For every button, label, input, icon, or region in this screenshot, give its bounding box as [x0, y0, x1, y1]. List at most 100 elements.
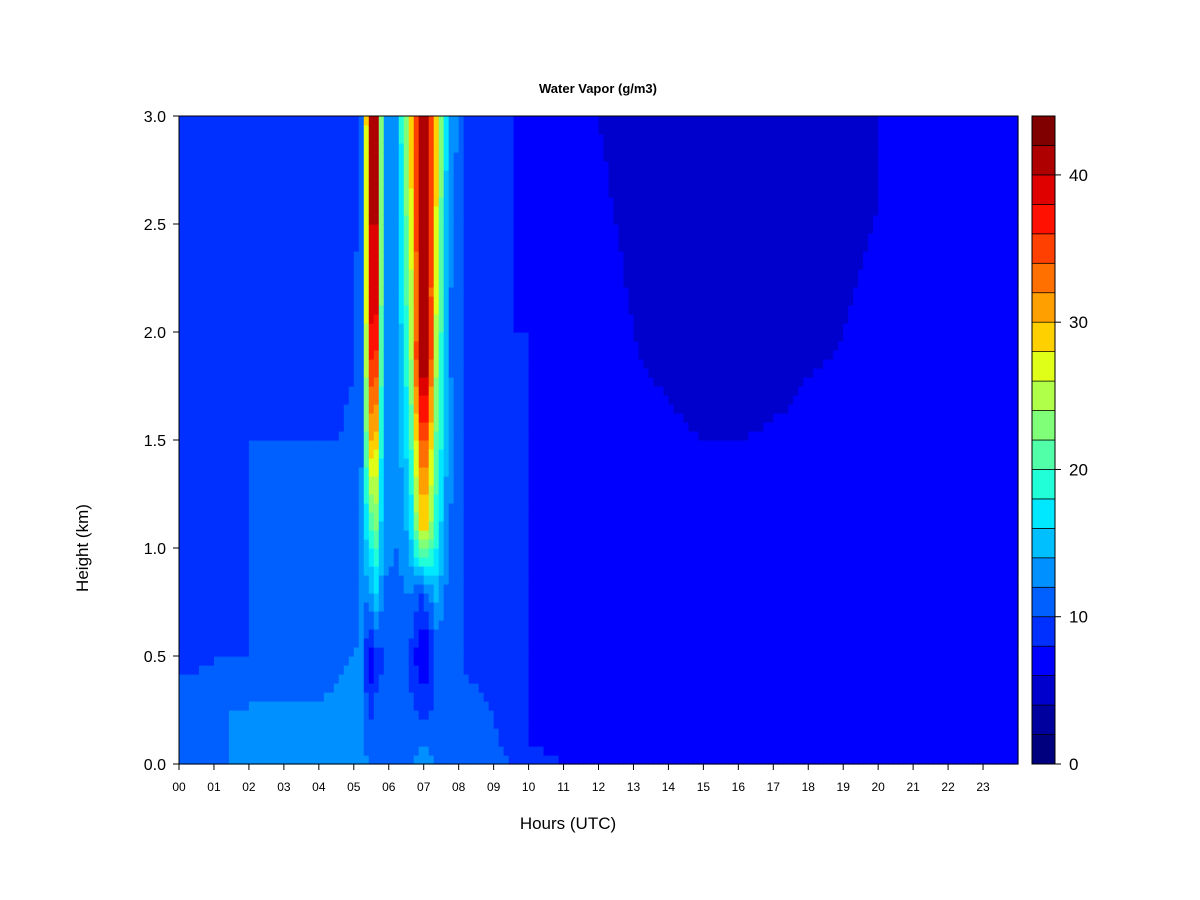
heat-cell	[313, 368, 320, 378]
heat-cell	[323, 548, 330, 558]
heat-cell	[248, 593, 255, 603]
heat-cell	[453, 692, 460, 702]
heat-cell	[303, 710, 310, 720]
heat-cell	[428, 494, 435, 504]
heat-cell	[433, 449, 440, 459]
heat-cell	[513, 683, 520, 693]
heat-cell	[323, 188, 330, 198]
heat-cell	[248, 728, 255, 738]
heat-cell	[508, 530, 515, 540]
heat-cell	[433, 368, 440, 378]
heat-cell	[508, 197, 515, 207]
heat-cell	[348, 710, 355, 720]
heat-cell	[523, 674, 530, 684]
heat-cell	[193, 242, 200, 252]
heat-cell	[308, 602, 315, 612]
heat-cell	[318, 467, 325, 477]
heat-cell	[363, 485, 370, 495]
heat-cell	[298, 494, 305, 504]
heat-cell	[248, 539, 255, 549]
heat-cell	[283, 503, 290, 513]
heat-cell	[508, 755, 515, 765]
heat-cell	[213, 125, 220, 135]
heat-cell	[268, 566, 275, 576]
heat-cell	[438, 683, 445, 693]
heat-cell	[443, 575, 450, 585]
heat-cell	[498, 656, 505, 666]
heat-cell	[293, 404, 300, 414]
heat-cell	[293, 458, 300, 468]
heat-cell	[463, 260, 470, 270]
heat-cell	[388, 629, 395, 639]
heat-cell	[228, 215, 235, 225]
heat-cell	[213, 710, 220, 720]
heat-cell	[228, 323, 235, 333]
heat-cell	[413, 629, 420, 639]
heat-cell	[273, 404, 280, 414]
heat-cell	[179, 233, 185, 243]
heat-cell	[183, 161, 190, 171]
heat-cell	[258, 557, 265, 567]
heat-cell	[253, 737, 260, 747]
heat-cell	[408, 539, 415, 549]
heat-cell	[288, 728, 295, 738]
heat-cell	[203, 251, 210, 261]
heat-cell	[358, 395, 365, 405]
heat-cell	[188, 296, 195, 306]
heat-cell	[233, 440, 240, 450]
heat-cell	[193, 116, 200, 126]
heat-cell	[513, 440, 520, 450]
heat-cell	[278, 539, 285, 549]
heat-cell	[453, 485, 460, 495]
heat-cell	[518, 386, 525, 396]
heat-cell	[428, 719, 435, 729]
heat-cell	[233, 692, 240, 702]
heat-cell	[393, 620, 400, 630]
heat-cell	[263, 431, 270, 441]
heat-cell	[518, 584, 525, 594]
heat-cell	[433, 224, 440, 234]
heat-cell	[328, 611, 335, 621]
heat-cell	[478, 305, 485, 315]
heat-cell	[438, 332, 445, 342]
heat-cell	[373, 350, 380, 360]
heat-cell	[188, 431, 195, 441]
heat-cell	[393, 179, 400, 189]
heat-cell	[333, 233, 340, 243]
heat-cell	[358, 638, 365, 648]
heat-cell	[323, 350, 330, 360]
heat-cell	[388, 476, 395, 486]
heat-cell	[393, 134, 400, 144]
heat-cell	[503, 332, 510, 342]
heat-cell	[458, 476, 465, 486]
heat-cell	[373, 287, 380, 297]
heat-cell	[473, 449, 480, 459]
heat-cell	[358, 152, 365, 162]
heat-cell	[418, 251, 425, 261]
heat-cell	[368, 467, 375, 477]
heat-cell	[438, 395, 445, 405]
heat-cell	[273, 377, 280, 387]
heat-cell	[468, 494, 475, 504]
heat-cell	[188, 242, 195, 252]
heat-cell	[468, 305, 475, 315]
heat-cell	[498, 440, 505, 450]
heat-cell	[333, 683, 340, 693]
heat-cell	[318, 422, 325, 432]
heat-cell	[298, 386, 305, 396]
heat-cell	[263, 269, 270, 279]
heat-cell	[418, 683, 425, 693]
heat-cell	[433, 404, 440, 414]
heat-cell	[508, 422, 515, 432]
heat-cell	[508, 593, 515, 603]
heat-cell	[378, 494, 385, 504]
heat-cell	[403, 206, 410, 216]
heat-cell	[253, 269, 260, 279]
heat-cell	[273, 521, 280, 531]
heat-cell	[513, 269, 520, 279]
heat-cell	[493, 323, 500, 333]
heat-cell	[383, 206, 390, 216]
heat-cell	[268, 674, 275, 684]
heat-cell	[418, 422, 425, 432]
heat-cell	[278, 332, 285, 342]
